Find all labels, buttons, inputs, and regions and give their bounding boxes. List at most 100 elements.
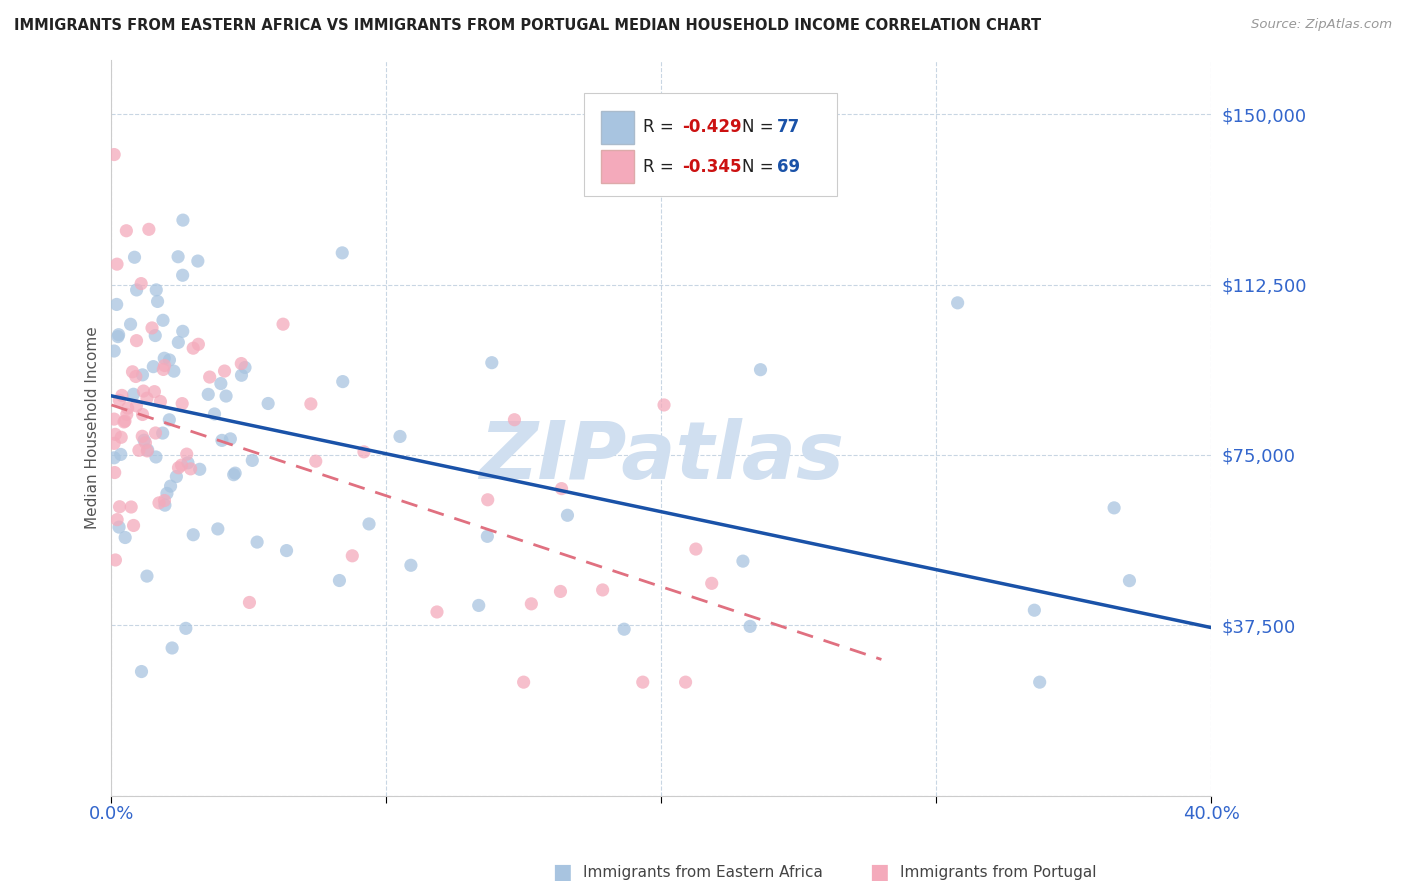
Point xyxy=(136,444,159,458)
Point xyxy=(181,341,204,355)
Point xyxy=(143,384,166,399)
Point xyxy=(215,389,238,403)
Point xyxy=(103,344,125,359)
Point xyxy=(224,466,246,480)
Point xyxy=(219,432,242,446)
Point xyxy=(159,479,181,493)
Point xyxy=(557,508,579,523)
Point xyxy=(138,222,160,236)
Point xyxy=(330,245,353,260)
Point xyxy=(357,516,380,531)
Text: N =: N = xyxy=(742,119,779,136)
Point xyxy=(211,434,233,448)
Point xyxy=(187,337,209,351)
Point xyxy=(167,460,190,475)
Point xyxy=(107,329,129,343)
Point xyxy=(652,398,675,412)
Point xyxy=(134,434,156,448)
Text: -0.345: -0.345 xyxy=(682,158,742,176)
Point xyxy=(152,362,174,376)
Point xyxy=(177,456,200,470)
Point xyxy=(129,277,152,291)
Point xyxy=(305,454,328,468)
Point xyxy=(231,357,253,371)
Point xyxy=(153,351,176,366)
Point xyxy=(153,359,176,373)
Point xyxy=(115,224,138,238)
Point xyxy=(134,435,156,450)
Point xyxy=(353,445,375,459)
Point xyxy=(467,599,489,613)
Text: ■: ■ xyxy=(869,863,889,882)
Point xyxy=(520,597,543,611)
Point xyxy=(1118,574,1140,588)
Point xyxy=(131,429,153,443)
FancyBboxPatch shape xyxy=(600,112,634,145)
Point xyxy=(207,522,229,536)
Point xyxy=(104,553,127,567)
Point xyxy=(160,640,183,655)
Point xyxy=(125,369,148,384)
Point xyxy=(110,447,132,461)
Point xyxy=(222,467,245,482)
Point xyxy=(125,399,148,413)
Text: N =: N = xyxy=(742,158,779,176)
Point xyxy=(163,364,186,378)
Point xyxy=(114,531,136,545)
Point xyxy=(122,518,145,533)
Point xyxy=(108,500,131,514)
Point xyxy=(631,675,654,690)
Point xyxy=(399,558,422,573)
Point xyxy=(108,520,131,534)
Point xyxy=(117,401,139,416)
Text: ZIPatlas: ZIPatlas xyxy=(479,418,844,496)
Y-axis label: Median Household Income: Median Household Income xyxy=(86,326,100,529)
Point xyxy=(124,250,146,264)
Point xyxy=(145,450,167,464)
Point xyxy=(180,462,202,476)
Point xyxy=(149,394,172,409)
Point xyxy=(131,665,153,679)
Point xyxy=(172,324,194,338)
Point xyxy=(204,407,226,421)
Point xyxy=(110,430,132,444)
Text: Immigrants from Portugal: Immigrants from Portugal xyxy=(900,865,1097,880)
Point xyxy=(108,393,131,408)
Point xyxy=(114,414,136,428)
Point xyxy=(512,675,534,690)
Text: Source: ZipAtlas.com: Source: ZipAtlas.com xyxy=(1251,18,1392,31)
Point xyxy=(299,397,322,411)
Point xyxy=(111,388,134,402)
Point xyxy=(550,482,572,496)
Point xyxy=(152,426,174,441)
Point xyxy=(103,436,125,450)
Point xyxy=(188,462,211,476)
Point xyxy=(121,365,143,379)
Point xyxy=(159,353,181,368)
Point xyxy=(157,413,180,427)
Text: 77: 77 xyxy=(778,119,800,136)
Text: R =: R = xyxy=(643,119,679,136)
Point xyxy=(172,268,194,283)
Point xyxy=(946,296,969,310)
Point xyxy=(170,458,193,472)
Text: Immigrants from Eastern Africa: Immigrants from Eastern Africa xyxy=(583,865,824,880)
Point xyxy=(152,313,174,327)
Point xyxy=(187,254,209,268)
Point xyxy=(145,425,167,440)
Point xyxy=(105,297,128,311)
Point xyxy=(145,283,167,297)
Point xyxy=(131,368,153,382)
FancyBboxPatch shape xyxy=(585,93,838,195)
Point xyxy=(143,328,166,343)
Point xyxy=(172,213,194,227)
Point xyxy=(214,364,236,378)
Point xyxy=(131,408,153,422)
Point xyxy=(271,317,294,331)
Point xyxy=(332,375,354,389)
Point xyxy=(135,391,157,405)
Point xyxy=(481,356,503,370)
Point xyxy=(740,619,762,633)
Point xyxy=(276,543,298,558)
Text: -0.429: -0.429 xyxy=(682,119,742,136)
